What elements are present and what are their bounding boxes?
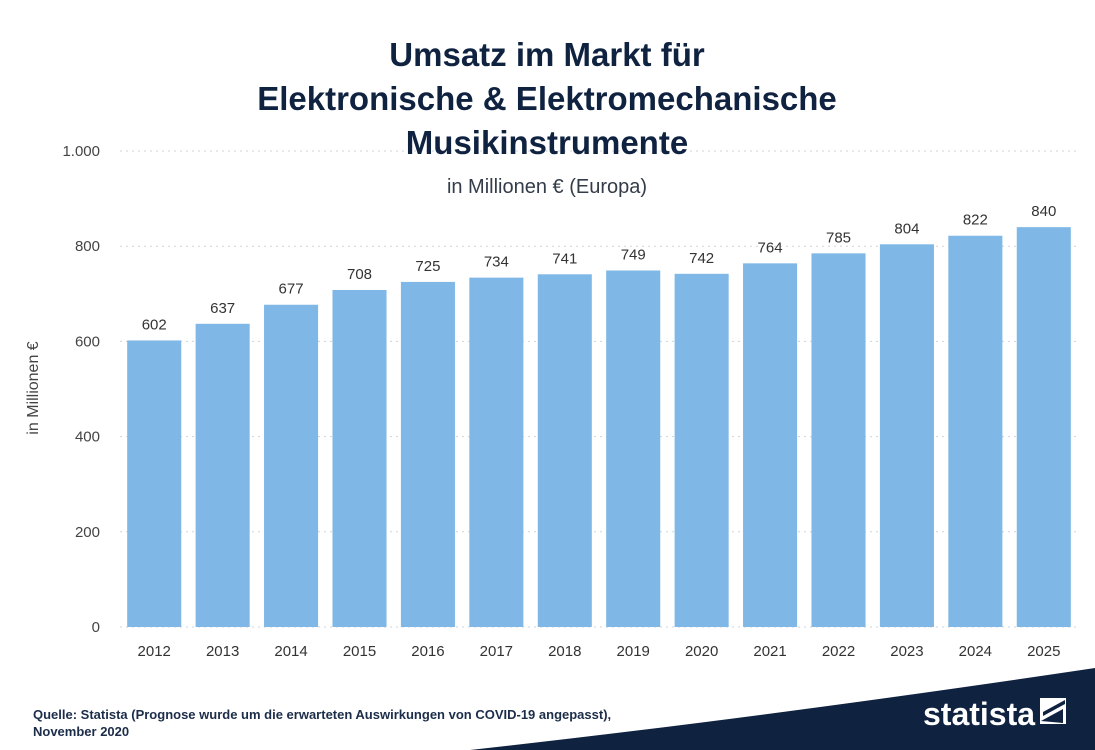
data-label-2017: 734 xyxy=(484,254,509,271)
bar-2014 xyxy=(264,304,319,627)
x-tick-label-2023: 2023 xyxy=(890,643,923,660)
y-tick-label: 600 xyxy=(75,333,100,350)
x-tick-label-2021: 2021 xyxy=(753,643,786,660)
bar-2016 xyxy=(400,281,455,627)
bar-2015 xyxy=(332,289,387,627)
data-label-2019: 749 xyxy=(621,246,646,263)
y-tick-label: 0 xyxy=(92,619,100,636)
chart-title-line-3: Musikinstrumente xyxy=(406,124,688,161)
x-tick-label-2014: 2014 xyxy=(274,643,307,660)
chart-subtitle: in Millionen € (Europa) xyxy=(447,176,647,198)
y-tick-label: 200 xyxy=(75,524,100,541)
data-label-2020: 742 xyxy=(689,250,714,267)
statista-logo-text: statista xyxy=(923,696,1035,732)
x-tick-label-2020: 2020 xyxy=(685,643,718,660)
data-label-2018: 741 xyxy=(552,250,577,267)
data-label-2024: 822 xyxy=(963,212,988,229)
bar-2025 xyxy=(1016,227,1071,627)
statista-logo-icon xyxy=(1040,698,1066,724)
y-tick-label: 400 xyxy=(75,429,100,446)
y-tick-label: 800 xyxy=(75,238,100,255)
data-label-2015: 708 xyxy=(347,266,372,283)
bar-2023 xyxy=(879,244,934,627)
chart-title-line-1: Umsatz im Markt für xyxy=(389,36,705,73)
y-axis-label: in Millionen € xyxy=(25,341,42,434)
x-tick-label-2012: 2012 xyxy=(138,643,171,660)
x-tick-label-2019: 2019 xyxy=(617,643,650,660)
data-label-2023: 804 xyxy=(894,220,919,237)
labels-layer: 0 200 400 600 800 1.000 602 2012 637 2013 677 2014 7… xyxy=(62,143,1060,660)
bar-2018 xyxy=(537,274,592,627)
x-tick-label-2015: 2015 xyxy=(343,643,376,660)
grid-layer xyxy=(120,150,1078,628)
x-tick-label-2025: 2025 xyxy=(1027,643,1060,660)
bar-2020 xyxy=(674,273,729,627)
data-label-2012: 602 xyxy=(142,316,167,333)
data-label-2016: 725 xyxy=(415,258,440,275)
bar-2021 xyxy=(743,263,798,627)
bar-2013 xyxy=(195,323,250,627)
x-tick-label-2017: 2017 xyxy=(480,643,513,660)
chart-title-line-2: Elektronische & Elektromechanische xyxy=(257,80,837,117)
data-label-2014: 677 xyxy=(279,281,304,298)
bar-2019 xyxy=(606,270,661,627)
footer-swoosh xyxy=(470,668,1095,750)
source-note: Quelle: Statista (Prognose wurde um die … xyxy=(33,707,612,739)
x-tick-label-2016: 2016 xyxy=(411,643,444,660)
bar-2017 xyxy=(469,277,524,627)
bar-2022 xyxy=(811,253,866,627)
data-label-2021: 764 xyxy=(758,239,783,256)
x-tick-label-2013: 2013 xyxy=(206,643,239,660)
x-tick-label-2024: 2024 xyxy=(959,643,992,660)
x-tick-label-2022: 2022 xyxy=(822,643,855,660)
bars-layer xyxy=(127,227,1071,627)
bar-2012 xyxy=(127,340,182,627)
y-tick-label: 1.000 xyxy=(62,143,100,160)
x-tick-label-2018: 2018 xyxy=(548,643,581,660)
bar-2024 xyxy=(948,235,1003,627)
data-label-2013: 637 xyxy=(210,300,235,317)
data-label-2025: 840 xyxy=(1031,203,1056,220)
data-label-2022: 785 xyxy=(826,229,851,246)
